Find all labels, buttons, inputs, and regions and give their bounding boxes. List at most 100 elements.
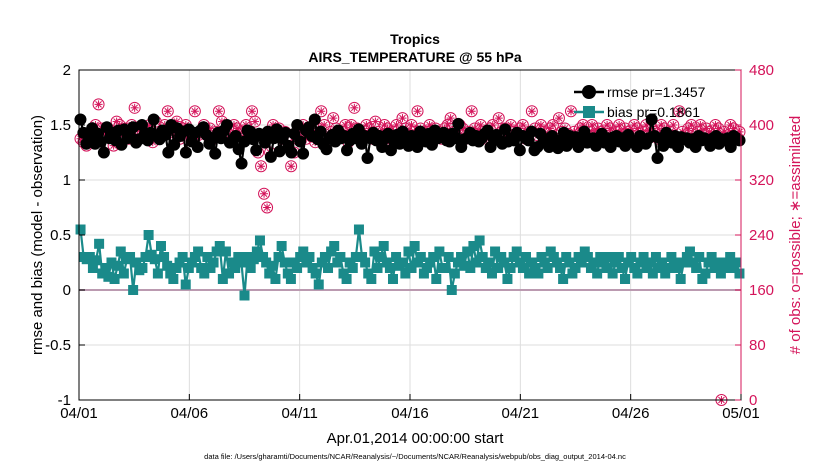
bias-point bbox=[338, 268, 349, 279]
bias-point bbox=[375, 252, 386, 262]
x-axis: 04/01 04/06 04/11 04/16 04/21 04/26 05/01 bbox=[60, 394, 760, 422]
rmse-point bbox=[235, 157, 248, 170]
bias-point bbox=[357, 252, 368, 262]
obs-count-marker bbox=[552, 112, 565, 125]
bias-point bbox=[660, 268, 671, 279]
rmse-point bbox=[513, 144, 526, 157]
bias-point bbox=[654, 263, 665, 273]
bias-point bbox=[251, 246, 262, 257]
bias-point bbox=[521, 252, 532, 262]
bias-point bbox=[536, 252, 547, 262]
bias-point bbox=[313, 279, 324, 290]
bias-point bbox=[592, 268, 603, 279]
bias-point bbox=[465, 263, 476, 273]
bias-point bbox=[353, 224, 364, 235]
bias-point bbox=[245, 263, 256, 273]
bias-point bbox=[220, 246, 231, 257]
bias-point bbox=[722, 257, 733, 268]
bias-point bbox=[128, 285, 139, 295]
bias-point bbox=[672, 263, 683, 273]
rmse-point bbox=[159, 128, 172, 141]
rmse-point bbox=[308, 113, 321, 126]
bias-point bbox=[261, 257, 272, 268]
bias-point bbox=[332, 257, 343, 268]
bias-point bbox=[684, 246, 695, 257]
bias-point bbox=[616, 263, 627, 273]
rmse-point bbox=[250, 144, 263, 157]
rmse-point bbox=[384, 144, 397, 157]
bias-point bbox=[193, 246, 204, 257]
bias-point bbox=[573, 252, 584, 262]
right-tick-label: 480 bbox=[749, 62, 774, 79]
bias-point bbox=[239, 290, 250, 301]
bias-point bbox=[709, 263, 720, 273]
rmse-point bbox=[733, 134, 746, 147]
bias-point bbox=[159, 252, 170, 262]
bias-point bbox=[412, 257, 423, 268]
bias-point bbox=[94, 238, 105, 249]
rmse-point bbox=[264, 150, 277, 163]
bias-point bbox=[697, 274, 708, 284]
bias-point bbox=[480, 263, 491, 273]
bias-point bbox=[623, 257, 634, 268]
bias-point bbox=[378, 241, 389, 251]
bias-point bbox=[434, 246, 445, 257]
bias-point bbox=[712, 257, 723, 268]
bias-point bbox=[91, 255, 102, 266]
bias-point bbox=[545, 246, 556, 257]
bias-point bbox=[177, 252, 188, 262]
bias-point bbox=[502, 274, 513, 284]
bias-point bbox=[282, 268, 293, 279]
bias-point bbox=[100, 263, 111, 273]
bias-point bbox=[360, 257, 371, 268]
bias-point bbox=[471, 257, 482, 268]
rmse-point bbox=[220, 119, 233, 131]
bias-point bbox=[725, 252, 736, 262]
legend-rmse-label: rmse pr=1.3457 bbox=[607, 84, 706, 100]
bias-point bbox=[211, 246, 222, 257]
bias-point bbox=[214, 241, 225, 251]
bias-point bbox=[205, 263, 216, 273]
bias-point bbox=[288, 257, 299, 268]
bias-point bbox=[180, 279, 191, 290]
rmse-point bbox=[279, 126, 292, 139]
bias-point bbox=[155, 241, 166, 251]
bias-point bbox=[700, 268, 711, 279]
bias-point bbox=[440, 263, 451, 273]
bias-point bbox=[285, 274, 296, 284]
bias-point bbox=[97, 268, 108, 279]
bias-point bbox=[186, 257, 197, 268]
rmse-point bbox=[578, 125, 591, 138]
legend-bias-label: bias pr=0.1861 bbox=[607, 104, 700, 120]
bias-point bbox=[258, 252, 269, 262]
bias-point bbox=[613, 252, 624, 262]
bias-point bbox=[728, 263, 739, 273]
obs-count-marker bbox=[492, 112, 505, 125]
legend: rmse pr=1.3457 bias pr=0.1861 bbox=[574, 84, 706, 120]
bias-point bbox=[576, 257, 587, 268]
bias-point bbox=[369, 246, 380, 257]
rmse-point bbox=[320, 143, 333, 156]
legend-bias-marker bbox=[583, 106, 595, 118]
obs-count-marker bbox=[212, 105, 225, 118]
bias-point bbox=[703, 257, 714, 268]
rmse-layer bbox=[74, 113, 746, 170]
bias-point bbox=[691, 263, 702, 273]
bias-point bbox=[657, 257, 668, 268]
bias-point bbox=[168, 274, 179, 284]
x-tick-label: 04/21 bbox=[502, 405, 540, 422]
bias-point bbox=[125, 252, 136, 262]
bias-point bbox=[406, 263, 417, 273]
bias-point bbox=[87, 263, 98, 273]
bias-point bbox=[409, 241, 420, 251]
bias-point bbox=[508, 252, 519, 262]
bias-point bbox=[106, 257, 117, 268]
bias-point bbox=[493, 263, 504, 273]
obs-count-marker bbox=[92, 98, 105, 111]
right-axis: 0 80 160 240 320 400 480 bbox=[735, 62, 774, 409]
bias-point bbox=[140, 252, 151, 262]
bias-point bbox=[230, 263, 241, 273]
bias-point bbox=[329, 241, 340, 251]
bias-point bbox=[511, 246, 522, 257]
bias-point bbox=[524, 268, 535, 279]
